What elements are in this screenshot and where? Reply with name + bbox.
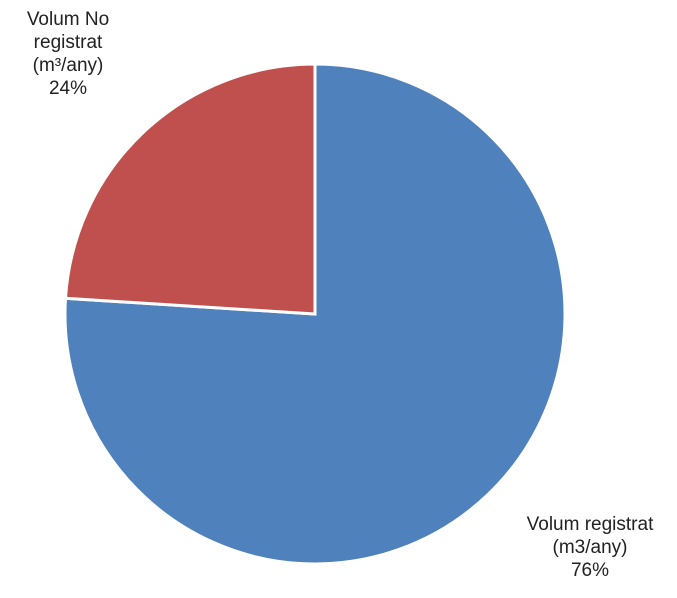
slice-label-unregistered: Volum No registrat (m³/any) 24%: [0, 8, 136, 100]
slice-label-line: (m3/any): [552, 537, 628, 558]
slice-label-line: Volum registrat: [526, 514, 654, 535]
slice-label-line: Volum No: [26, 9, 110, 30]
slice-label-line: registrat: [33, 32, 103, 53]
slice-label-registered: Volum registrat (m3/any) 76%: [500, 513, 677, 582]
slice-label-line: (m³/any): [32, 55, 104, 76]
slice-percent-label: 76%: [570, 560, 610, 581]
pie-slice-unregistered: [63, 62, 317, 316]
slice-percent-label: 24%: [48, 78, 88, 99]
